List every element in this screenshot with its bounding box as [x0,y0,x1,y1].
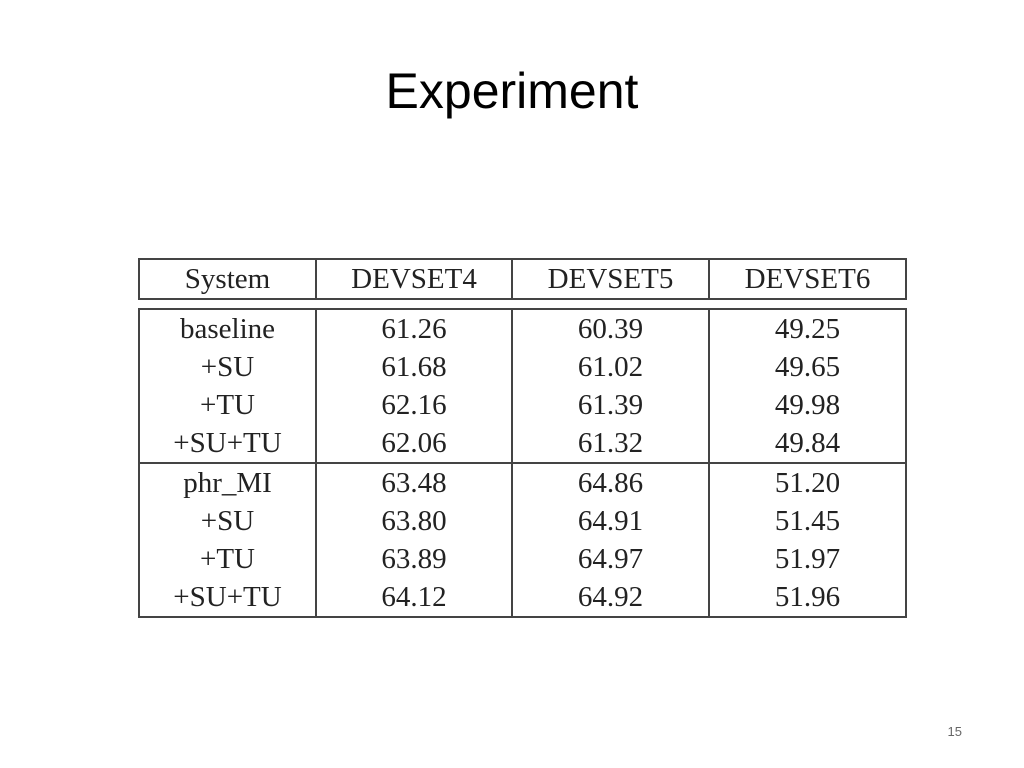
system-cell: +SU+TU [138,424,317,463]
score-cell: 61.68 [315,348,513,386]
table-row: +TU 62.16 61.39 49.98 [138,386,907,424]
score-cell: 62.16 [315,386,513,424]
score-cell: 51.97 [708,540,907,578]
header-cell: DEVSET4 [315,259,513,299]
score-cell: 51.20 [708,462,907,502]
system-cell: phr_MI [138,462,317,502]
slide-title: Experiment [385,63,639,119]
score-cell: 64.97 [511,540,710,578]
table-row: +TU 63.89 64.97 51.97 [138,540,907,578]
score-cell: 63.80 [315,502,513,540]
score-cell: 61.26 [315,309,513,348]
system-cell: +SU+TU [138,578,317,617]
table-body: baseline 61.26 60.39 49.25 +SU 61.68 61.02 49.6… [138,308,907,618]
score-cell: 51.96 [708,578,907,617]
table-header: System DEVSET4 DEVSET5 DEVSET6 [138,258,907,300]
score-cell: 51.45 [708,502,907,540]
score-cell: 64.91 [511,502,710,540]
table-row: baseline 61.26 60.39 49.25 [138,309,907,348]
header-cell: DEVSET6 [708,259,907,299]
score-cell: 64.12 [315,578,513,617]
score-cell: 49.25 [708,309,907,348]
score-cell: 60.39 [511,309,710,348]
system-cell: +SU [138,502,317,540]
table-row: +SU+TU 64.12 64.92 51.96 [138,578,907,617]
score-cell: 64.92 [511,578,710,617]
header-cell: System [138,259,317,299]
system-cell: baseline [138,309,317,348]
score-cell: 49.65 [708,348,907,386]
score-cell: 49.98 [708,386,907,424]
table-row: +SU 61.68 61.02 49.65 [138,348,907,386]
score-cell: 61.39 [511,386,710,424]
system-cell: +TU [138,386,317,424]
score-cell: 63.89 [315,540,513,578]
page-number: 15 [947,724,962,739]
table-row: +SU 63.80 64.91 51.45 [138,502,907,540]
table-row: +SU+TU 62.06 61.32 49.84 [138,424,907,463]
score-cell: 63.48 [315,462,513,502]
score-cell: 49.84 [708,424,907,463]
header-cell: DEVSET5 [511,259,710,299]
system-cell: +SU [138,348,317,386]
score-cell: 62.06 [315,424,513,463]
system-cell: +TU [138,540,317,578]
score-cell: 61.02 [511,348,710,386]
score-cell: 64.86 [511,462,710,502]
score-cell: 61.32 [511,424,710,463]
table-row: phr_MI 63.48 64.86 51.20 [138,462,907,502]
header-row: System DEVSET4 DEVSET5 DEVSET6 [138,259,907,299]
